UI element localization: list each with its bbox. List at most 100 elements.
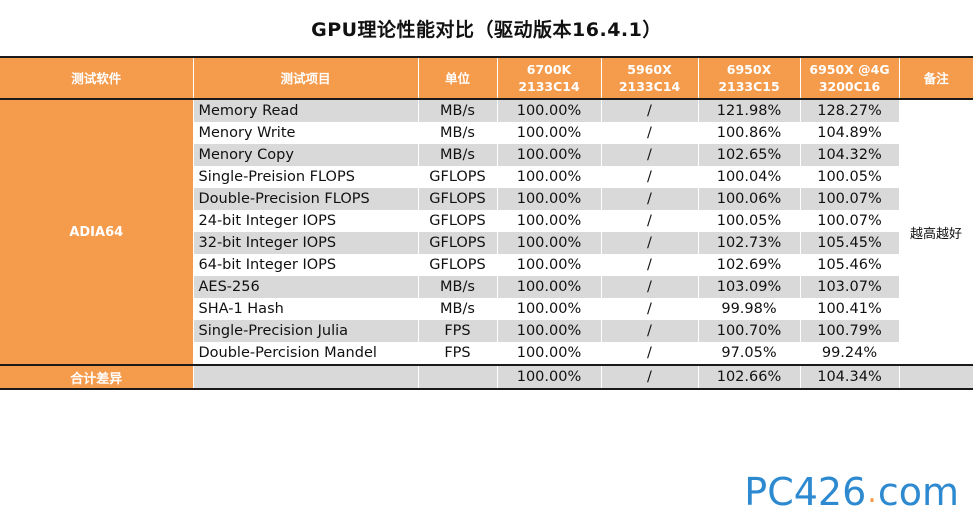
value-6950x-cell: 100.86% — [698, 122, 801, 144]
table-row: Double-Precision FLOPS GFLOPS 100.00%/100.… — [0, 188, 973, 210]
test-item-cell: Memory Read — [193, 99, 419, 122]
value-6950x-cell: 97.05% — [698, 342, 801, 365]
value-6950x-oc-cell: 100.41% — [800, 298, 900, 320]
header-6700k: 6700K 2133C14 — [497, 58, 602, 100]
total-6950x-cell: 102.66% — [698, 364, 801, 390]
header-item: 测试项目 — [193, 58, 419, 100]
value-6950x-oc-cell: 105.45% — [800, 232, 900, 254]
value-5960x-cell: / — [601, 342, 699, 365]
value-6950x-cell: 99.98% — [698, 298, 801, 320]
test-item-cell: Menory Write — [193, 122, 419, 144]
unit-cell: FPS — [418, 320, 498, 342]
table-body: ADIA64 Memory Read MB/s 100.00%/121.98% 128.… — [0, 99, 973, 390]
value-6950x-cell: 102.73% — [698, 232, 801, 254]
value-6950x-oc-cell: 100.79% — [800, 320, 900, 342]
value-5960x-cell: / — [601, 298, 699, 320]
software-cell: ADIA64 — [0, 99, 194, 365]
value-6700k-cell: 100.00% — [497, 342, 602, 365]
unit-cell: FPS — [418, 342, 498, 365]
value-6950x-oc-cell: 128.27% — [800, 99, 900, 122]
test-item-cell: Double-Precision FLOPS — [193, 188, 419, 210]
value-6950x-cell: 121.98% — [698, 99, 801, 122]
table-row: Menory Copy MB/s 100.00%/102.65% 104.32% — [0, 144, 973, 166]
value-6950x-oc-cell: 99.24% — [800, 342, 900, 365]
value-6950x-oc-cell: 104.32% — [800, 144, 900, 166]
value-6700k-cell: 100.00% — [497, 254, 602, 276]
value-5960x-cell: / — [601, 144, 699, 166]
unit-cell: MB/s — [418, 99, 498, 122]
table-row: SHA-1 Hash MB/s 100.00%/99.98% 100.41% — [0, 298, 973, 320]
total-6700k-cell: 100.00% — [497, 364, 602, 390]
table-row: AES-256 MB/s 100.00%/103.09% 103.07% — [0, 276, 973, 298]
value-6700k-cell: 100.00% — [497, 232, 602, 254]
test-item-cell: Double-Percision Mandel — [193, 342, 419, 365]
table-row: 24-bit Integer IOPS GFLOPS 100.00%/100.05%… — [0, 210, 973, 232]
total-label-cell: 合计差异 — [0, 364, 194, 390]
value-6950x-oc-cell: 103.07% — [800, 276, 900, 298]
gpu-comparison-table: 测试软件 测试项目 单位 6700K 2133C14 5960X 2133C14… — [0, 58, 973, 390]
table-row: Double-Percision Mandel FPS 100.00%/97.05%… — [0, 342, 973, 365]
table-row: ADIA64 Memory Read MB/s 100.00%/121.98% 128.… — [0, 99, 973, 365]
value-6950x-cell: 102.69% — [698, 254, 801, 276]
unit-cell: GFLOPS — [418, 254, 498, 276]
value-5960x-cell: / — [601, 276, 699, 298]
unit-cell: GFLOPS — [418, 232, 498, 254]
value-6700k-cell: 100.00% — [497, 276, 602, 298]
value-6950x-cell: 100.06% — [698, 188, 801, 210]
header-software: 测试软件 — [0, 58, 194, 100]
value-5960x-cell: / — [601, 254, 699, 276]
value-6700k-cell: 100.00% — [497, 144, 602, 166]
value-6950x-oc-cell: 100.07% — [800, 210, 900, 232]
logo-dot: . — [867, 474, 877, 510]
logo-part2: 426 — [793, 470, 867, 514]
total-empty-cell — [418, 364, 498, 390]
total-row: 合计差异 100.00%/102.66% 104.34% — [0, 364, 973, 390]
unit-cell: MB/s — [418, 122, 498, 144]
title-divider — [0, 56, 973, 58]
test-item-cell: 24-bit Integer IOPS — [193, 210, 419, 232]
value-6950x-cell: 102.65% — [698, 144, 801, 166]
value-6950x-cell: 100.05% — [698, 210, 801, 232]
table-row: Single-Preision FLOPS GFLOPS 100.00%/100.0… — [0, 166, 973, 188]
value-5960x-cell: / — [601, 166, 699, 188]
total-6950x-oc-cell: 104.34% — [800, 364, 900, 390]
value-6950x-oc-cell: 100.07% — [800, 188, 900, 210]
header-6950x: 6950X 2133C15 — [698, 58, 801, 100]
site-logo: PC 426 . com — [744, 470, 959, 514]
value-5960x-cell: / — [601, 188, 699, 210]
unit-cell: MB/s — [418, 144, 498, 166]
table-row: Menory Write MB/s 100.00%/100.86% 104.89% — [0, 122, 973, 144]
value-6950x-cell: 103.09% — [698, 276, 801, 298]
test-item-cell: Single-Precision Julia — [193, 320, 419, 342]
header-6950x-oc: 6950X @4G 3200C16 — [800, 58, 900, 100]
test-item-cell: Single-Preision FLOPS — [193, 166, 419, 188]
table-header-row: 测试软件 测试项目 单位 6700K 2133C14 5960X 2133C14… — [0, 58, 973, 100]
header-note: 备注 — [899, 58, 973, 100]
value-5960x-cell: / — [601, 232, 699, 254]
value-6950x-cell: 100.04% — [698, 166, 801, 188]
value-5960x-cell: / — [601, 320, 699, 342]
value-6700k-cell: 100.00% — [497, 99, 602, 122]
value-6700k-cell: 100.00% — [497, 188, 602, 210]
table-row: 32-bit Integer IOPS GFLOPS 100.00%/102.73%… — [0, 232, 973, 254]
total-empty-cell — [193, 364, 419, 390]
value-5960x-cell: / — [601, 122, 699, 144]
value-6950x-oc-cell: 105.46% — [800, 254, 900, 276]
unit-cell: GFLOPS — [418, 188, 498, 210]
total-note-cell — [899, 364, 973, 390]
test-item-cell: SHA-1 Hash — [193, 298, 419, 320]
value-5960x-cell: / — [601, 210, 699, 232]
value-6700k-cell: 100.00% — [497, 122, 602, 144]
value-6950x-oc-cell: 100.05% — [800, 166, 900, 188]
page-title: GPU理论性能对比（驱动版本16.4.1） — [311, 19, 662, 41]
note-cell: 越高越好 — [899, 99, 973, 365]
total-5960x-cell: / — [601, 364, 699, 390]
value-6700k-cell: 100.00% — [497, 298, 602, 320]
value-6700k-cell: 100.00% — [497, 320, 602, 342]
logo-part1: PC — [744, 470, 794, 514]
header-unit: 单位 — [418, 58, 498, 100]
value-6700k-cell: 100.00% — [497, 166, 602, 188]
test-item-cell: Menory Copy — [193, 144, 419, 166]
value-6950x-oc-cell: 104.89% — [800, 122, 900, 144]
value-5960x-cell: / — [601, 99, 699, 122]
